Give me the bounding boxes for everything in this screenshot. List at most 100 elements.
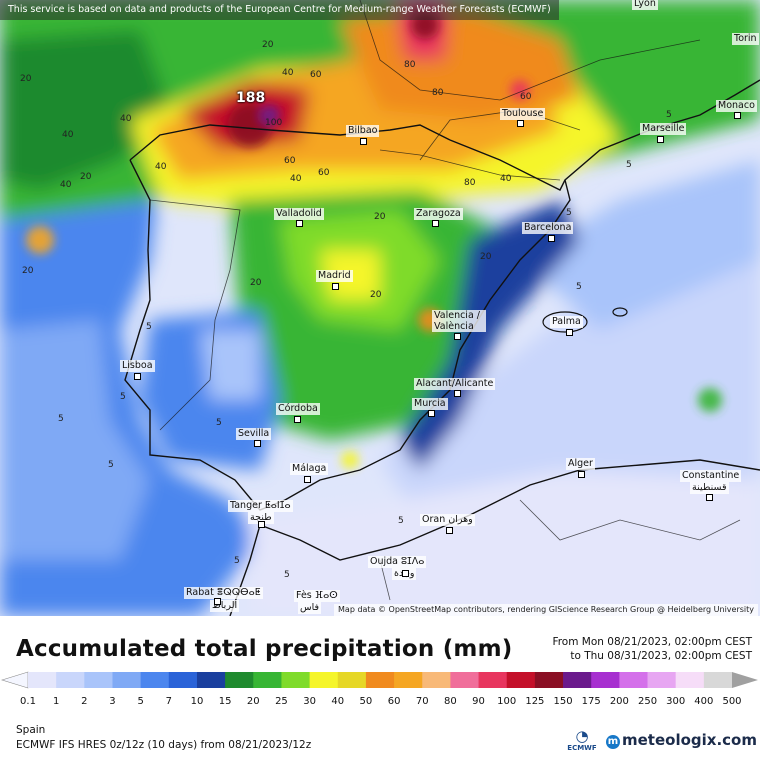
city-marker xyxy=(454,390,461,397)
city-label-lyon[interactable]: Lyon xyxy=(632,0,658,10)
period-to: to Thu 08/31/2023, 02:00pm CEST xyxy=(570,650,752,662)
legend-swatch xyxy=(619,672,649,688)
contour-label: 20 xyxy=(250,278,262,288)
meteologix-logo[interactable]: m meteologix.com xyxy=(606,731,757,749)
contour-label: 20 xyxy=(370,290,382,300)
city-label-valencia[interactable]: Valencia / València xyxy=(432,310,486,332)
legend-swatch xyxy=(422,672,451,688)
city-label-sevilla[interactable]: Sevilla xyxy=(236,428,272,440)
city-label-rabat[interactable]: Rabat ⴻⵕⵕⴱⴰⵟ xyxy=(184,587,263,599)
legend-swatch xyxy=(675,672,705,688)
legend-tick-label: 10 xyxy=(190,696,204,707)
legend-swatch xyxy=(253,672,282,688)
legend-tick-label: 15 xyxy=(218,696,232,707)
legend-tick-label: 90 xyxy=(472,696,485,707)
city-label-palma[interactable]: Palma xyxy=(550,316,583,328)
legend-swatch xyxy=(563,672,592,688)
city-label-torino[interactable]: Torin xyxy=(732,33,759,45)
contour-label: 40 xyxy=(155,162,167,172)
legend-tick-label: 50 xyxy=(359,696,373,707)
precipitation-map[interactable] xyxy=(0,0,760,616)
city-label-cordoba[interactable]: Córdoba xyxy=(276,403,320,415)
contour-label: 20 xyxy=(22,266,34,276)
legend-arrow-low xyxy=(0,671,29,689)
legend-swatch xyxy=(450,672,480,688)
contour-label: 5 xyxy=(216,418,222,428)
city-marker xyxy=(258,521,265,528)
legend-tick-label: 3 xyxy=(109,696,116,707)
legend-tick-label: 250 xyxy=(637,696,658,707)
legend-swatch xyxy=(112,672,142,688)
city-label-constantine[interactable]: Constantine xyxy=(680,470,742,482)
legend-tick-label: 70 xyxy=(415,696,429,707)
contour-label: 60 xyxy=(284,156,296,166)
contour-label: 20 xyxy=(480,252,492,262)
contour-label: 5 xyxy=(576,282,582,292)
city-label-marseille[interactable]: Marseille xyxy=(640,123,687,135)
contour-label: 5 xyxy=(234,556,240,566)
contour-label: 60 xyxy=(520,92,532,102)
city-marker xyxy=(548,235,555,242)
contour-label: 20 xyxy=(374,212,386,222)
city-label-malaga[interactable]: Málaga xyxy=(290,463,329,475)
city-label-madrid[interactable]: Madrid xyxy=(316,270,353,282)
legend-swatch xyxy=(84,672,113,688)
city-marker xyxy=(134,373,141,380)
city-label-murcia[interactable]: Murcia xyxy=(412,398,448,410)
city-label-tanger[interactable]: Tanger ⵟⴰⵏⵊⴰ xyxy=(228,500,293,512)
city-label-alger[interactable]: Alger xyxy=(566,458,595,470)
legend-swatch xyxy=(309,672,339,688)
contour-label: 80 xyxy=(464,178,476,188)
city-marker xyxy=(517,120,524,127)
contour-label: 20 xyxy=(20,74,32,84)
city-label-monaco[interactable]: Monaco xyxy=(716,100,757,112)
city-marker xyxy=(296,220,303,227)
city-label-bilbao[interactable]: Bilbao xyxy=(346,125,380,137)
city-marker xyxy=(706,494,713,501)
legend-arrow-high xyxy=(732,672,758,688)
legend-swatch xyxy=(534,672,564,688)
map-attribution[interactable]: Map data © OpenStreetMap contributors, r… xyxy=(334,604,758,616)
legend-swatch xyxy=(478,672,508,688)
legend-tick-label: 5 xyxy=(137,696,144,707)
map-canvas xyxy=(0,0,760,616)
city-marker xyxy=(734,112,741,119)
legend-tick-label: 500 xyxy=(722,696,742,707)
city-label-toulouse[interactable]: Toulouse xyxy=(500,108,546,120)
contour-label: 40 xyxy=(62,130,74,140)
legend-tick-label: 25 xyxy=(275,696,288,707)
legend-swatch xyxy=(168,672,198,688)
city-label-valladolid[interactable]: Valladolid xyxy=(274,208,324,220)
city-label-fes[interactable]: Fès ⴼⴰⵙ xyxy=(294,590,340,602)
legend-swatch xyxy=(591,672,620,688)
contour-label: 20 xyxy=(80,172,92,182)
city-label-zaragoza[interactable]: Zaragoza xyxy=(414,208,463,220)
legend-swatch xyxy=(140,672,170,688)
contour-label: 5 xyxy=(146,322,152,332)
contour-label: 60 xyxy=(310,70,322,80)
legend-swatch xyxy=(281,672,311,688)
contour-label: 40 xyxy=(120,114,132,124)
city-marker xyxy=(304,476,311,483)
legend-tick-label: 100 xyxy=(497,696,517,707)
legend-tick-label: 150 xyxy=(553,696,573,707)
legend-swatch xyxy=(28,672,57,688)
contour-label: 5 xyxy=(626,160,632,170)
contour-label: 5 xyxy=(398,516,404,526)
ecmwf-logo-icon: ◔ xyxy=(575,727,589,745)
ecmwf-logo[interactable]: ◔ ECMWF xyxy=(562,728,602,756)
city-label-barcelona[interactable]: Barcelona xyxy=(522,222,574,234)
city-label-lisboa[interactable]: Lisboa xyxy=(120,360,155,372)
legend-tick-label: 30 xyxy=(303,696,316,707)
contour-label: 5 xyxy=(58,414,64,424)
city-label-oran[interactable]: Oran وهران xyxy=(420,514,475,526)
city-marker xyxy=(214,598,221,605)
city-label-oujda[interactable]: Oujda ⵓⵊⴷⴰ xyxy=(368,556,427,568)
legend-swatch xyxy=(196,672,226,688)
legend-tick-label: 400 xyxy=(694,696,714,707)
contour-label: 20 xyxy=(262,40,274,50)
legend-swatch xyxy=(703,672,733,688)
contour-label: 5 xyxy=(566,208,572,218)
city-label-alacant[interactable]: Alacant/Alicante xyxy=(414,378,496,390)
legend-swatch xyxy=(337,672,367,688)
